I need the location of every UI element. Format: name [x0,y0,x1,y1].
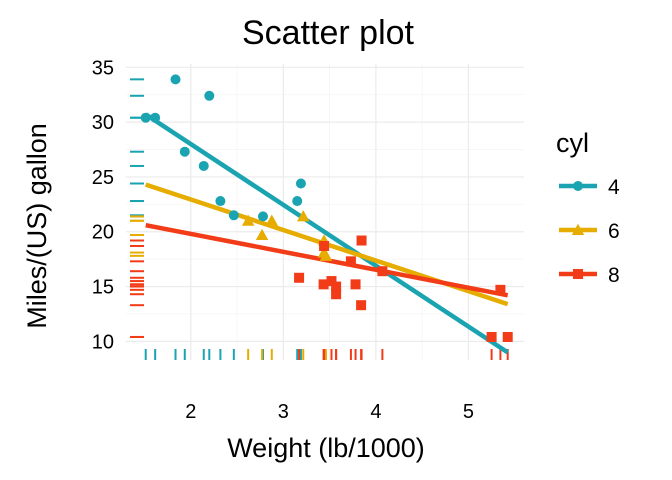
data-point-4 [170,74,181,85]
x-tick-label: 4 [370,401,381,423]
legend-key-marker [573,269,583,279]
data-point-6 [255,228,269,241]
legend-label: 4 [608,176,620,199]
legend-key-marker [573,181,583,191]
y-axis-title: Miles/(US) gallon [22,123,52,329]
data-point-4 [228,210,239,221]
legend-label: 6 [608,220,620,243]
chart-title: Scatter plot [242,14,415,52]
y-tick-label: 15 [92,277,114,299]
data-point-8 [318,279,329,290]
data-point-8 [331,281,342,292]
data-point-8 [331,289,342,300]
data-point-8 [350,279,361,290]
y-tick-label: 20 [92,222,114,244]
x-tick-label: 3 [278,401,289,423]
y-tick-label: 35 [92,57,114,79]
fit-line-4 [144,112,509,355]
data-point-8 [326,276,337,287]
y-tick-label: 30 [92,112,114,134]
data-point-8 [377,266,388,277]
x-tick-label: 2 [185,401,196,423]
data-point-4 [215,196,226,207]
legend-key-marker [571,223,585,235]
x-tick-label: 5 [463,401,474,423]
data-point-8 [502,331,513,342]
data-point-6 [319,249,333,261]
data-point-4 [295,178,306,189]
data-point-8 [486,331,497,342]
data-point-8 [294,272,305,283]
data-point-6 [241,214,255,226]
legend-title: cyl [556,128,589,158]
data-point-8 [345,256,356,267]
x-axis-title: Weight (lb/1000) [227,433,425,463]
data-point-4 [257,211,268,222]
data-point-8 [356,235,367,246]
y-tick-label: 25 [92,167,114,189]
data-point-4 [140,112,151,123]
data-point-4 [204,90,215,101]
data-point-4 [198,160,209,171]
legend-label: 8 [608,264,620,287]
data-point-6 [265,214,279,226]
data-point-4 [150,112,161,123]
data-point-8 [356,300,367,311]
data-point-4 [292,196,303,207]
data-point-6 [296,210,310,222]
data-point-8 [495,284,506,295]
data-point-4 [179,146,190,157]
data-point-8 [319,240,330,251]
y-tick-label: 10 [92,331,114,353]
